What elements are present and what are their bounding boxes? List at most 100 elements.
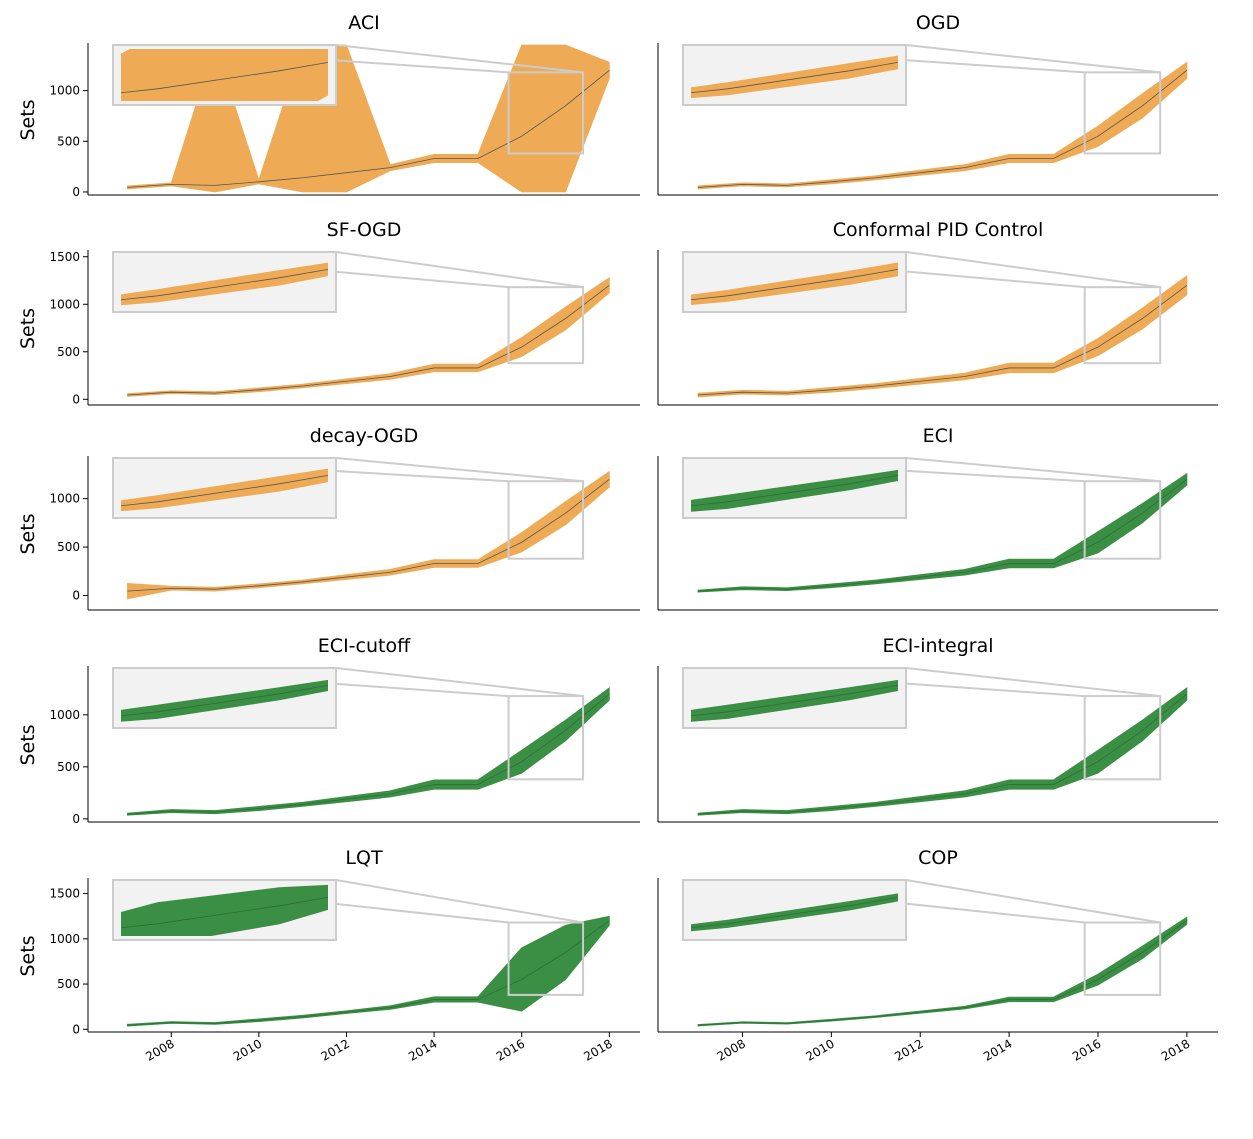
connector — [905, 457, 1161, 483]
inset-line — [691, 61, 898, 94]
connector — [905, 251, 1161, 289]
zoom-box — [507, 695, 585, 781]
connector — [335, 879, 584, 924]
inset-band — [121, 49, 328, 101]
x-tick-label: 2010 — [803, 1036, 836, 1063]
y-tick-label: 1000 — [49, 297, 80, 311]
plot — [127, 276, 610, 397]
panel-title: decay-OGD — [310, 425, 418, 447]
inset — [691, 893, 898, 932]
y-axis-label: Sets — [17, 99, 39, 140]
inset-line — [691, 684, 898, 717]
x-tick-label: 2018 — [581, 1036, 614, 1063]
x-tick-label: 2012 — [319, 1036, 352, 1063]
band — [127, 470, 610, 600]
series-line — [127, 478, 610, 592]
y-axis-label: Sets — [17, 513, 39, 554]
plot — [697, 916, 1188, 1027]
zoom-box — [1083, 921, 1162, 996]
inset-band — [121, 262, 328, 306]
series-line — [697, 920, 1188, 1026]
y-tick-label: 500 — [57, 977, 80, 991]
inset — [121, 49, 328, 101]
y-tick-label: 0 — [72, 812, 80, 826]
y-axis-label: Sets — [17, 308, 39, 349]
y-axis-label: Sets — [17, 724, 39, 765]
y-tick-label: 0 — [72, 1022, 80, 1036]
inset-line — [691, 474, 898, 507]
zoom-box — [507, 71, 585, 155]
inset-band — [691, 55, 898, 99]
y-tick-label: 500 — [57, 760, 80, 774]
inset-line — [121, 896, 328, 929]
y-tick-label: 0 — [72, 588, 80, 602]
series-line — [127, 284, 610, 396]
y-tick-label: 1500 — [49, 887, 80, 901]
series-line — [697, 284, 1188, 396]
series-line — [127, 70, 610, 188]
y-tick-label: 1000 — [49, 492, 80, 506]
inset-band — [121, 468, 328, 512]
panel-title: ECI — [923, 425, 954, 447]
x-tick-label: 2016 — [494, 1036, 527, 1063]
plot — [697, 61, 1188, 190]
connector — [335, 457, 584, 483]
band — [127, 276, 610, 397]
band — [697, 472, 1188, 593]
y-tick-label: 500 — [57, 540, 80, 554]
band — [697, 61, 1188, 190]
inset-band — [121, 679, 328, 722]
plot — [127, 470, 610, 600]
x-tick-label: 2018 — [1159, 1036, 1192, 1063]
series-line — [697, 693, 1188, 815]
inset-band — [691, 469, 898, 512]
y-tick-label: 1500 — [49, 250, 80, 264]
band — [127, 686, 610, 816]
series-line — [127, 920, 610, 1026]
band — [697, 686, 1188, 816]
y-tick-label: 500 — [57, 134, 80, 148]
x-tick-label: 2008 — [143, 1036, 176, 1063]
panel-title: Conformal PID Control — [833, 219, 1044, 241]
zoom-box — [1083, 480, 1162, 560]
inset — [691, 469, 898, 512]
inset-band — [121, 884, 328, 936]
zoom-box — [507, 286, 585, 365]
connector — [905, 44, 1161, 74]
plot — [127, 915, 610, 1027]
panel-title: SF-OGD — [327, 219, 402, 241]
panel-title: ACI — [348, 12, 380, 34]
inset — [121, 884, 328, 936]
y-tick-label: 1000 — [49, 932, 80, 946]
x-tick-label: 2012 — [892, 1036, 925, 1063]
connector — [335, 44, 584, 74]
inset-line — [121, 684, 328, 717]
panel-title: ECI-integral — [883, 635, 994, 657]
series-line — [697, 478, 1188, 592]
y-tick-label: 1000 — [49, 708, 80, 722]
inset — [121, 468, 328, 512]
connector — [905, 879, 1161, 924]
inset — [691, 55, 898, 99]
y-tick-label: 1000 — [49, 84, 80, 98]
y-tick-label: 0 — [72, 392, 80, 406]
x-tick-label: 2010 — [231, 1036, 264, 1063]
inset — [691, 262, 898, 305]
band — [697, 916, 1188, 1027]
x-tick-label: 2014 — [981, 1036, 1014, 1063]
inset-line — [121, 268, 328, 301]
zoom-box — [507, 921, 585, 996]
inset-line — [121, 61, 328, 94]
band — [697, 274, 1188, 398]
x-tick-label: 2016 — [1070, 1036, 1103, 1063]
x-tick-label: 2008 — [714, 1036, 747, 1063]
plot — [697, 686, 1188, 816]
panel-title: ECI-cutoff — [318, 635, 411, 657]
connector — [335, 667, 584, 698]
zoom-box — [507, 480, 585, 560]
x-tick-label: 2014 — [406, 1036, 439, 1063]
plot — [697, 472, 1188, 593]
y-tick-label: 0 — [72, 185, 80, 199]
plot — [697, 274, 1188, 398]
